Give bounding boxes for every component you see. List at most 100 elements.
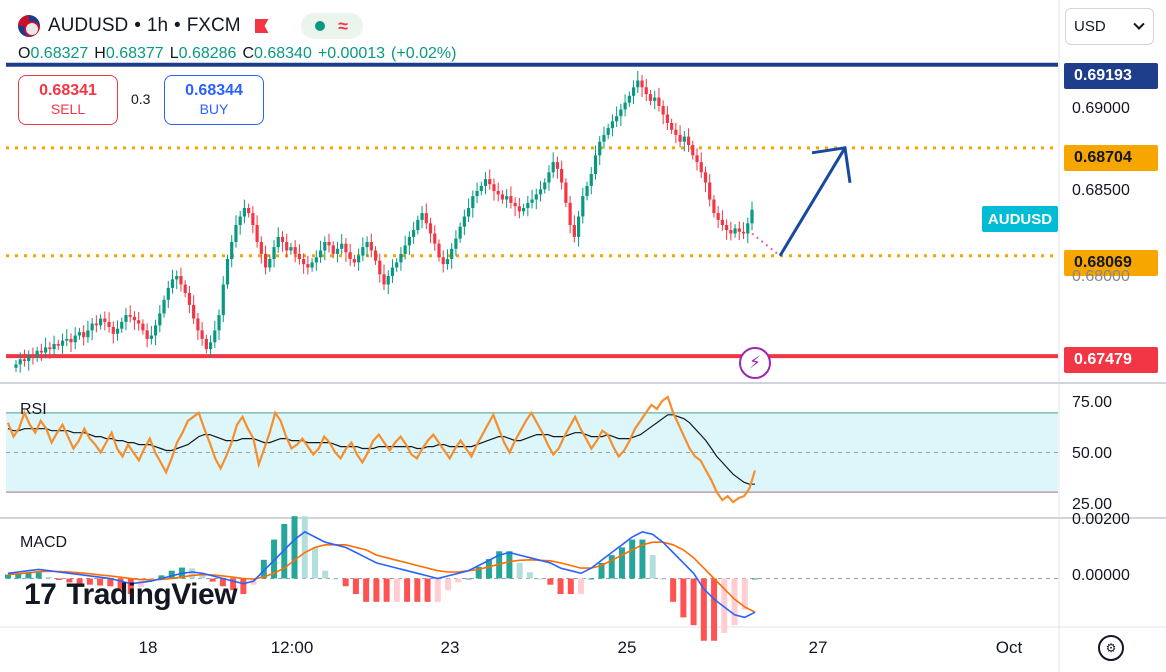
candle-body bbox=[521, 208, 526, 212]
rsi-pane-label[interactable]: RSI bbox=[20, 401, 47, 418]
macd-histogram-bar bbox=[639, 539, 646, 579]
chart-settings-icon[interactable]: ⚙ bbox=[1098, 635, 1124, 661]
projection-arrow bbox=[778, 147, 847, 257]
candle-body bbox=[327, 242, 331, 246]
macd-histogram-bar bbox=[465, 578, 472, 580]
candle-body bbox=[335, 248, 340, 254]
symbol-name: AUDUSD bbox=[48, 15, 129, 36]
candle-body bbox=[627, 95, 631, 103]
candle-body bbox=[606, 128, 610, 135]
buy-button[interactable]: 0.68344 BUY bbox=[164, 75, 264, 125]
candle-body bbox=[674, 129, 678, 135]
candle-body bbox=[187, 293, 192, 305]
candle-body bbox=[636, 80, 640, 88]
candle-body bbox=[213, 330, 217, 343]
macd-histogram-bar bbox=[199, 574, 206, 579]
currency-value: USD bbox=[1074, 18, 1106, 35]
symbol-header[interactable]: AUDUSD • 1h • FXCM ≈ bbox=[18, 12, 363, 40]
lightning-icon[interactable]: ⚡ bbox=[739, 347, 771, 379]
macd-histogram-bar bbox=[189, 568, 196, 579]
level-badge-2: 0.68069 bbox=[1064, 250, 1158, 276]
sell-button[interactable]: 0.68341 SELL bbox=[18, 75, 118, 125]
candle-body bbox=[483, 179, 488, 186]
market-status-pill[interactable]: ≈ bbox=[300, 13, 363, 39]
candle-body bbox=[488, 179, 492, 185]
candle-body bbox=[416, 219, 420, 231]
candle-body bbox=[263, 253, 268, 268]
candle-body bbox=[610, 121, 615, 129]
macd-histogram-bar bbox=[291, 516, 298, 579]
candle-body bbox=[420, 213, 424, 220]
candle-body bbox=[424, 213, 428, 224]
rsi-line bbox=[6, 395, 757, 504]
macd-tick-label: 0.00200 bbox=[1072, 511, 1130, 528]
candle-body bbox=[382, 274, 386, 285]
x-tick-label: Oct bbox=[995, 638, 1023, 657]
macd-histogram-bar bbox=[649, 555, 656, 579]
macd-histogram-bar bbox=[578, 578, 585, 595]
high-value: 0.68377 bbox=[105, 45, 164, 62]
candle-body bbox=[576, 216, 581, 237]
candle-body bbox=[242, 208, 247, 217]
candle-body bbox=[407, 236, 411, 246]
candle-body bbox=[445, 259, 450, 265]
high-label: H bbox=[94, 45, 106, 62]
candle-body bbox=[712, 199, 716, 214]
candle-body bbox=[509, 196, 513, 203]
macd-histogram-bar bbox=[5, 574, 11, 579]
macd-histogram-bar bbox=[86, 578, 93, 585]
sell-label: SELL bbox=[50, 101, 86, 117]
level-badge-1: 0.68704 bbox=[1064, 145, 1158, 171]
tradingview-wordmark: TradingView bbox=[66, 578, 238, 611]
candle-body bbox=[344, 243, 348, 253]
candle-body bbox=[302, 259, 306, 265]
macd-histogram-bar bbox=[168, 570, 175, 579]
candle-body bbox=[69, 338, 73, 343]
macd-histogram-bar bbox=[271, 539, 278, 579]
candle-body bbox=[268, 259, 272, 268]
macd-histogram-bar bbox=[721, 578, 728, 633]
candle-body bbox=[678, 134, 682, 142]
candle-body bbox=[631, 87, 636, 96]
candle-body bbox=[471, 196, 475, 208]
candle-body bbox=[153, 325, 158, 336]
tradingview-logo: 17 TradingView bbox=[24, 578, 238, 612]
buy-price: 0.68344 bbox=[185, 82, 243, 99]
currency-select[interactable]: USD bbox=[1065, 8, 1154, 45]
macd-histogram-bar bbox=[311, 547, 318, 579]
candle-body bbox=[644, 87, 648, 95]
candle-body bbox=[572, 225, 576, 237]
candle-body bbox=[378, 260, 382, 275]
rsi-tick-label: 25.00 bbox=[1072, 496, 1113, 513]
buy-label: BUY bbox=[199, 101, 229, 117]
candle-body bbox=[39, 350, 43, 353]
candle-body bbox=[196, 318, 200, 331]
change-value: +0.00013 bbox=[317, 45, 386, 62]
candle-body bbox=[746, 223, 750, 234]
candle-body bbox=[703, 172, 708, 183]
candle-body bbox=[657, 97, 661, 106]
macd-pane-label[interactable]: MACD bbox=[20, 534, 68, 551]
candle-body bbox=[619, 109, 623, 117]
macd-histogram-bar bbox=[45, 576, 52, 579]
macd-histogram-bar bbox=[680, 578, 687, 618]
macd-tick-label: 0.00000 bbox=[1072, 567, 1130, 584]
chevron-down-icon bbox=[1133, 18, 1145, 30]
macd-histogram-bar bbox=[117, 578, 124, 591]
macd-histogram-bar bbox=[526, 572, 533, 579]
candle-body bbox=[247, 208, 251, 214]
candle-body bbox=[170, 279, 175, 288]
flag-icon[interactable] bbox=[254, 19, 269, 33]
candle-body bbox=[551, 162, 555, 173]
candle-body bbox=[581, 196, 585, 217]
candle-body bbox=[272, 247, 276, 259]
candle-body bbox=[352, 259, 356, 263]
macd-histogram-bar bbox=[260, 559, 267, 579]
macd-histogram-bar bbox=[670, 578, 677, 602]
macd-histogram-bar bbox=[659, 578, 666, 580]
candle-body bbox=[86, 330, 90, 338]
macd-histogram-bar bbox=[588, 578, 595, 580]
candle-body bbox=[475, 191, 479, 197]
candle-body bbox=[306, 264, 310, 268]
